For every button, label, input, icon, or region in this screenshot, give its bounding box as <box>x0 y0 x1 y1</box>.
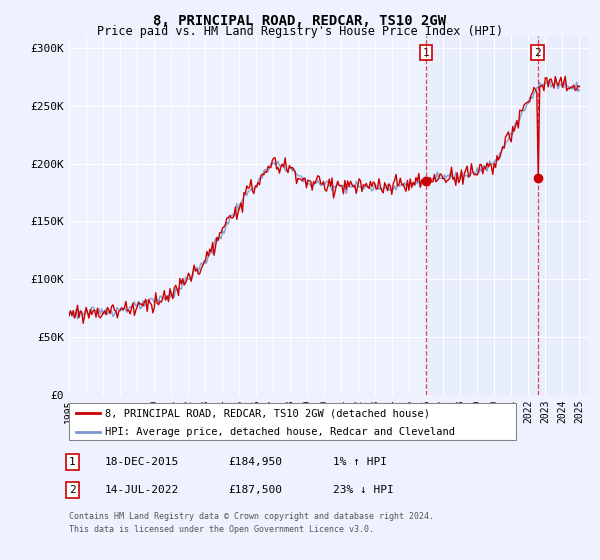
Text: 14-JUL-2022: 14-JUL-2022 <box>105 485 179 495</box>
Text: 2: 2 <box>534 48 541 58</box>
Text: This data is licensed under the Open Government Licence v3.0.: This data is licensed under the Open Gov… <box>69 525 374 534</box>
Bar <box>425 36 588 395</box>
Text: 1% ↑ HPI: 1% ↑ HPI <box>333 457 387 467</box>
Text: 23% ↓ HPI: 23% ↓ HPI <box>333 485 394 495</box>
Text: 1: 1 <box>69 457 76 467</box>
Text: £184,950: £184,950 <box>228 457 282 467</box>
Text: 1: 1 <box>422 48 429 58</box>
Text: 8, PRINCIPAL ROAD, REDCAR, TS10 2GW (detached house): 8, PRINCIPAL ROAD, REDCAR, TS10 2GW (det… <box>105 408 430 418</box>
Text: £187,500: £187,500 <box>228 485 282 495</box>
Text: 18-DEC-2015: 18-DEC-2015 <box>105 457 179 467</box>
Text: Contains HM Land Registry data © Crown copyright and database right 2024.: Contains HM Land Registry data © Crown c… <box>69 512 434 521</box>
Text: Price paid vs. HM Land Registry's House Price Index (HPI): Price paid vs. HM Land Registry's House … <box>97 25 503 38</box>
Text: 8, PRINCIPAL ROAD, REDCAR, TS10 2GW: 8, PRINCIPAL ROAD, REDCAR, TS10 2GW <box>154 14 446 28</box>
Text: HPI: Average price, detached house, Redcar and Cleveland: HPI: Average price, detached house, Redc… <box>105 427 455 437</box>
Text: 2: 2 <box>69 485 76 495</box>
